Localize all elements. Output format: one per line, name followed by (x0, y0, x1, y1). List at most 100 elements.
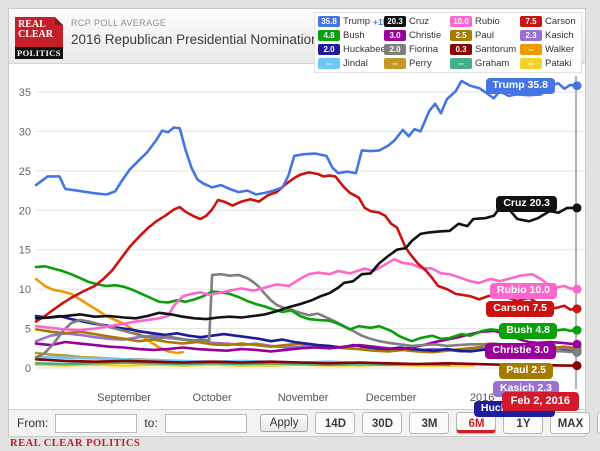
y-axis-tick-label: 30 (19, 126, 31, 138)
from-date-input[interactable] (55, 413, 138, 433)
legend-item-huckabee[interactable]: 2.0 Huckabee (318, 43, 386, 56)
widget-header: REAL CLEAR POLITICS RCP POLL AVERAGE 201… (9, 9, 585, 73)
legend-item-walker[interactable]: -- Walker (520, 43, 578, 56)
x-axis-tick-label: October (193, 392, 232, 404)
series-line-trump (34, 79, 578, 196)
series-line-fiorina (34, 272, 578, 360)
series-endpoint-cruz (572, 203, 582, 213)
rcp-logo-line2: CLEAR (18, 29, 54, 40)
legend-candidate-label: Trump (343, 16, 371, 27)
legend-candidate-label: Bush (343, 30, 365, 41)
legend-item-pataki[interactable]: -- Pataki (520, 57, 578, 70)
series-line-carson (34, 171, 578, 323)
legend-item-rubio[interactable]: 10.0 Rubio (450, 15, 520, 28)
y-axis-tick-label: 20 (19, 205, 31, 217)
legend-candidate-label: Carson (545, 16, 576, 27)
legend-value-badge: 3.0 (384, 30, 406, 41)
legend-candidate-label: Santorum (475, 44, 517, 55)
range-button-3m[interactable]: 3M (409, 412, 450, 434)
end-label-trump: Trump 35.8 (485, 78, 555, 94)
to-date-input[interactable] (164, 413, 247, 433)
legend-item-cruz[interactable]: 20.3 Cruz (384, 15, 450, 28)
range-button-max[interactable]: MAX (550, 412, 591, 434)
series-endpoint-trump (572, 81, 582, 91)
x-axis-tick-label: November (278, 392, 329, 404)
poll-trend-chart[interactable]: 0 5 10 15 20 25 30 35 September October November De… (9, 63, 585, 417)
series-endpoint-christie (572, 339, 582, 349)
y-axis-tick-label: 25 (19, 166, 31, 178)
cursor-date-badge: Feb 2, 2016 (501, 392, 579, 411)
legend-value-badge: -- (450, 58, 472, 69)
range-button-reset[interactable]: Reset (597, 412, 600, 434)
series-line-walker (34, 277, 184, 355)
legend-candidate-label: Rubio (475, 16, 500, 27)
legend-value-badge: 0.3 (450, 44, 472, 55)
end-label-rubio: Rubio 10.0 (489, 283, 557, 299)
legend-value-badge: -- (520, 58, 542, 69)
legend-candidate-label: Kasich (545, 30, 574, 41)
y-axis-tick-label: 10 (19, 284, 31, 296)
legend-candidate-label: Cruz (409, 16, 430, 27)
rcp-logo[interactable]: REAL CLEAR POLITICS (15, 17, 63, 59)
y-axis-tick-label: 5 (25, 324, 31, 336)
legend-candidate-label: Pataki (545, 58, 572, 69)
rcp-logo-line1: REAL (18, 19, 46, 30)
range-button-14d[interactable]: 14D (315, 412, 356, 434)
legend-candidate-label: Jindal (343, 58, 368, 69)
legend-item-jindal[interactable]: -- Jindal (318, 57, 384, 70)
series-line-cruz (34, 206, 578, 321)
legend-value-badge: 10.0 (450, 16, 472, 27)
legend-item-christie[interactable]: 3.0 Christie (384, 29, 450, 42)
legend-item-graham[interactable]: -- Graham (450, 57, 520, 70)
range-buttons-group: 14D30D3M6M1YMAXReset (308, 412, 600, 434)
legend-candidate-label: Huckabee (343, 44, 386, 55)
end-label-christie: Christie 3.0 (485, 343, 556, 359)
series-endpoint-rubio (572, 284, 582, 294)
rcp-logo-line3: POLITICS (15, 47, 63, 59)
range-button-1y[interactable]: 1Y (503, 412, 544, 434)
legend-candidate-label: Fiorina (409, 44, 439, 55)
legend-value-badge: 2.0 (384, 44, 406, 55)
legend-candidate-label: Christie (409, 30, 442, 41)
legend-candidate-label: Walker (545, 44, 575, 55)
legend-item-kasich[interactable]: 2.3 Kasich (520, 29, 578, 42)
legend-value-badge: -- (318, 58, 340, 69)
legend-value-badge: 4.8 (318, 30, 340, 41)
legend-item-perry[interactable]: -- Perry (384, 57, 450, 70)
from-label: From: (17, 416, 49, 430)
poll-average-kicker: RCP POLL AVERAGE (71, 18, 167, 28)
end-label-bush: Bush 4.8 (499, 323, 557, 339)
legend-value-badge: 35.8 (318, 16, 340, 27)
legend-candidate-label: Paul (475, 30, 495, 41)
legend-item-carson[interactable]: 7.5 Carson (520, 15, 578, 28)
legend-item-santorum[interactable]: 0.3 Santorum (450, 43, 520, 56)
to-label: to: (144, 416, 158, 430)
y-axis-tick-label: 35 (19, 87, 31, 99)
series-line-graham (34, 361, 452, 367)
apply-button[interactable]: Apply (259, 414, 309, 432)
y-axis-tick-label: 15 (19, 245, 31, 257)
poll-widget-card: REAL CLEAR POLITICS RCP POLL AVERAGE 201… (8, 8, 600, 437)
page-title: 2016 Republican Presidential Nomination (71, 32, 319, 47)
legend-item-bush[interactable]: 4.8 Bush (318, 29, 384, 42)
x-axis-tick-label: September (97, 392, 151, 404)
legend-value-badge: 2.3 (520, 30, 542, 41)
legend-item-fiorina[interactable]: 2.0 Fiorina (384, 43, 450, 56)
end-label-paul: Paul 2.5 (499, 363, 553, 379)
legend-value-badge: -- (384, 58, 406, 69)
legend-spread-value: +15.5 (373, 17, 395, 27)
candidate-legend: 35.8Trump+15.520.3Cruz10.0Rubio7.5Carson… (314, 12, 582, 73)
legend-value-badge: 20.3 (384, 16, 406, 27)
legend-value-badge: 2.5 (450, 30, 472, 41)
end-label-carson: Carson 7.5 (486, 301, 554, 317)
site-watermark: REAL CLEAR POLITICS (10, 438, 141, 449)
legend-candidate-label: Perry (409, 58, 432, 69)
legend-item-paul[interactable]: 2.5 Paul (450, 29, 520, 42)
legend-value-badge: 7.5 (520, 16, 542, 27)
series-endpoint-fiorina (572, 347, 582, 357)
range-button-30d[interactable]: 30D (362, 412, 403, 434)
series-line-rubio (34, 257, 578, 332)
series-endpoint-bush (572, 325, 582, 335)
